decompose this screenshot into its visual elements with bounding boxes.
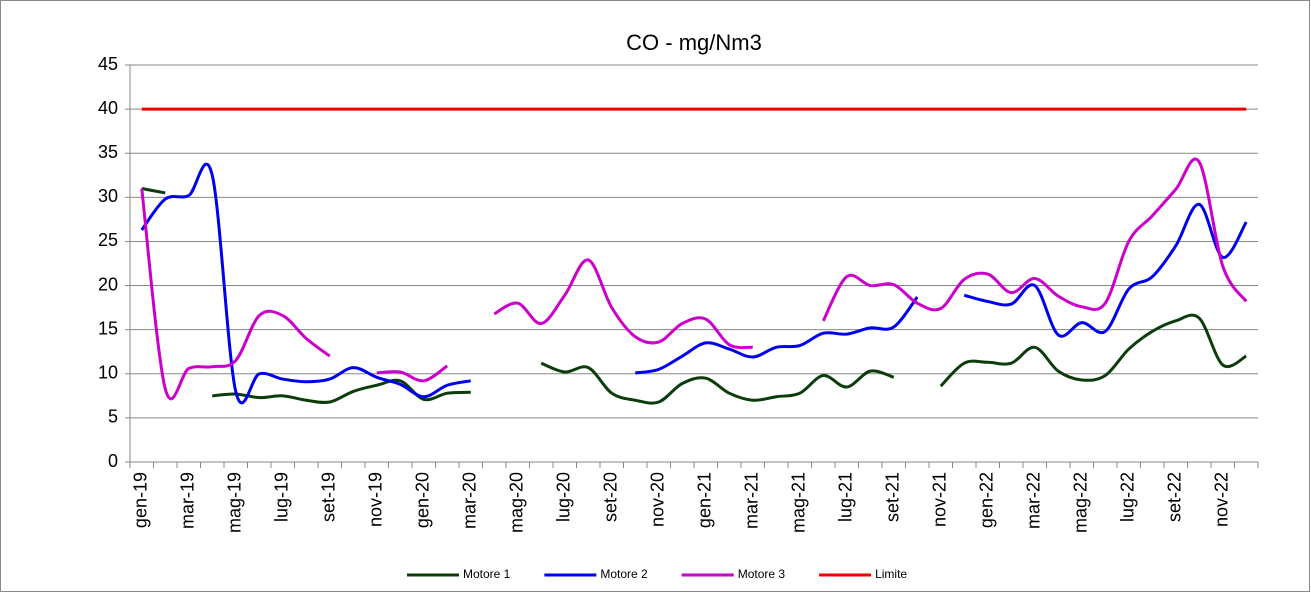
x-tick-label: mag-19: [225, 472, 245, 533]
x-tick-label: nov-20: [648, 472, 668, 527]
y-tick-label: 40: [98, 98, 118, 118]
x-tick-label: set-19: [319, 472, 339, 522]
x-tick-label: set-22: [1165, 472, 1185, 522]
y-tick-label: 30: [98, 186, 118, 206]
chart-title: CO - mg/Nm3: [626, 30, 762, 55]
x-tick-label: mag-22: [1071, 472, 1091, 533]
legend-label: Motore 1: [463, 567, 511, 581]
line-series: [141, 187, 1247, 405]
legend-label: Motore 3: [738, 567, 786, 581]
line-series: [140, 157, 1248, 401]
y-tick-label: 35: [98, 142, 118, 162]
line-series: [140, 162, 1248, 405]
legend-label: Limite: [875, 567, 907, 581]
x-tick-label: lug-20: [554, 472, 574, 522]
x-tick-label: set-21: [883, 472, 903, 522]
x-tick-label: mar-19: [178, 472, 198, 529]
x-tick-label: mar-20: [460, 472, 480, 529]
y-tick-label: 10: [98, 363, 118, 383]
x-tick-label: lug-21: [836, 472, 856, 522]
x-tick-label: gen-19: [131, 472, 151, 528]
y-tick-label: 5: [108, 407, 118, 427]
legend-label: Motore 2: [600, 567, 648, 581]
x-tick-label: nov-22: [1212, 472, 1232, 527]
x-tick-label: nov-21: [930, 472, 950, 527]
x-tick-label: lug-22: [1118, 472, 1138, 522]
x-tick-label: set-20: [601, 472, 621, 522]
x-tick-label: nov-19: [366, 472, 386, 527]
y-tick-label: 20: [98, 274, 118, 294]
x-tick-label: lug-19: [272, 472, 292, 522]
x-tick-label: mag-21: [789, 472, 809, 533]
x-tick-label: gen-21: [695, 472, 715, 528]
y-tick-label: 45: [98, 54, 118, 74]
x-tick-label: gen-22: [977, 472, 997, 528]
x-tick-label: mag-20: [507, 472, 527, 533]
x-tick-label: mar-21: [742, 472, 762, 529]
x-tick-label: gen-20: [413, 472, 433, 528]
y-tick-label: 0: [108, 451, 118, 471]
y-tick-label: 15: [98, 318, 118, 338]
x-tick-label: mar-22: [1024, 472, 1044, 529]
y-tick-label: 25: [98, 230, 118, 250]
